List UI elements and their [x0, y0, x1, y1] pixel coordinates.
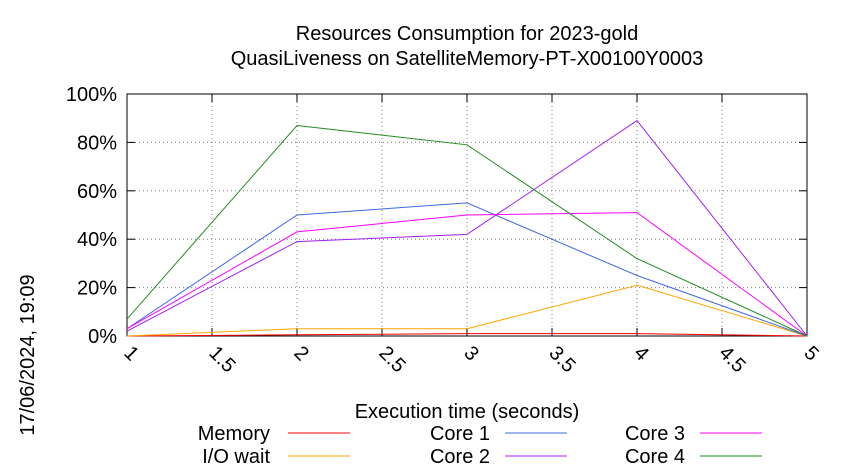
- timestamp-label: 17/06/2024, 19:09: [17, 274, 39, 435]
- legend-label: I/O wait: [202, 446, 270, 468]
- axis-ticks: 0% 20% 40% 60% 80% 100% 1 1.5 2 2.5 3 3.5 4 4.5 5: [66, 84, 823, 377]
- chart-title: Resources Consumption for 2023-gold: [296, 23, 638, 45]
- y-tick-label: 0%: [88, 326, 117, 348]
- x-tick-label: 2.5: [374, 342, 409, 377]
- x-tick-label: 2: [289, 342, 312, 365]
- legend-label: Core 1: [430, 423, 490, 445]
- legend-label: Core 4: [625, 446, 685, 468]
- series-line-i-o-wait: [126, 284, 808, 337]
- y-tick-label: 20%: [77, 278, 117, 300]
- x-axis-label: Execution time (seconds): [355, 401, 580, 423]
- x-tick-label: 1.5: [204, 342, 239, 377]
- series-lines: [126, 119, 808, 337]
- legend-label: Memory: [198, 423, 270, 445]
- x-tick-label: 3.5: [544, 342, 579, 377]
- grid: [127, 94, 807, 336]
- x-tick-label: 4: [629, 342, 652, 365]
- series-line-core-3: [126, 212, 808, 337]
- legend-label: Core 2: [430, 446, 490, 468]
- series-line-core-2: [126, 119, 808, 337]
- y-tick-label: 80%: [77, 132, 117, 154]
- series-line-memory: [126, 333, 808, 337]
- series-line-core-4: [126, 124, 808, 337]
- series-line-core-1: [126, 202, 808, 337]
- x-tick-label: 5: [799, 342, 822, 365]
- x-tick-label: 3: [459, 342, 482, 365]
- chart-subtitle: QuasiLiveness on SatelliteMemory-PT-X001…: [231, 48, 703, 70]
- y-tick-label: 100%: [66, 84, 117, 106]
- y-tick-label: 40%: [77, 229, 117, 251]
- x-tick-label: 4.5: [714, 342, 749, 377]
- x-tick-label: 1: [119, 342, 142, 365]
- legend-label: Core 3: [625, 423, 685, 445]
- y-tick-label: 60%: [77, 181, 117, 203]
